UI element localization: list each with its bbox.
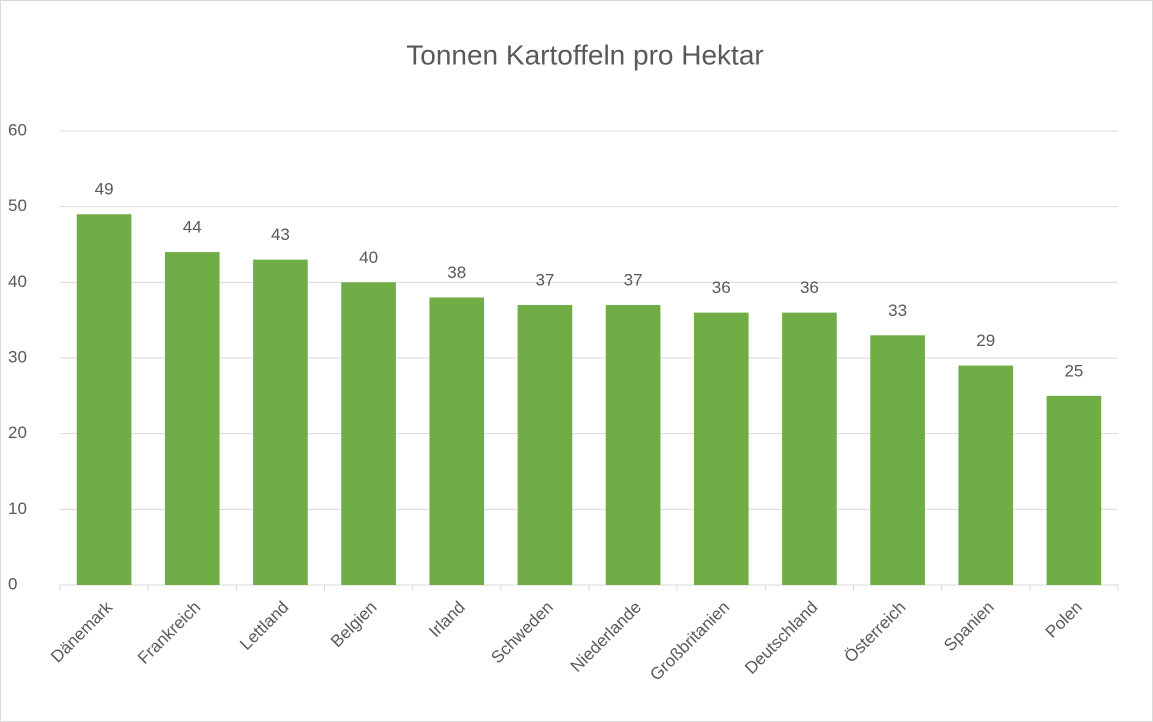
bar [870, 335, 925, 585]
data-label: 37 [535, 271, 554, 290]
y-tick-label: 0 [8, 574, 17, 593]
data-label: 44 [183, 218, 202, 237]
data-label: 33 [888, 301, 907, 320]
bar [958, 365, 1014, 585]
data-label: 37 [624, 271, 643, 290]
y-tick-label: 60 [8, 120, 27, 139]
bar [253, 259, 308, 585]
y-tick-label: 10 [8, 499, 27, 518]
y-tick-label: 20 [8, 423, 27, 442]
y-tick-label: 30 [8, 347, 27, 366]
data-label: 25 [1064, 361, 1083, 380]
bar [517, 305, 573, 585]
data-label: 36 [712, 278, 731, 297]
data-label: 43 [271, 225, 290, 244]
data-label: 38 [447, 263, 466, 282]
y-tick-label: 50 [8, 196, 27, 215]
bar [782, 312, 837, 585]
chart-title: Tonnen Kartoffeln pro Hektar [406, 39, 763, 70]
y-tick-label: 40 [8, 272, 27, 291]
data-label: 49 [95, 180, 114, 199]
bar [1046, 395, 1102, 585]
bar [76, 214, 132, 585]
bar [429, 297, 485, 585]
data-label: 40 [359, 248, 378, 267]
data-label: 29 [976, 331, 995, 350]
bar [605, 305, 661, 585]
bar [341, 282, 396, 585]
bar [693, 312, 749, 585]
data-label: 36 [800, 278, 819, 297]
bar [164, 252, 220, 586]
